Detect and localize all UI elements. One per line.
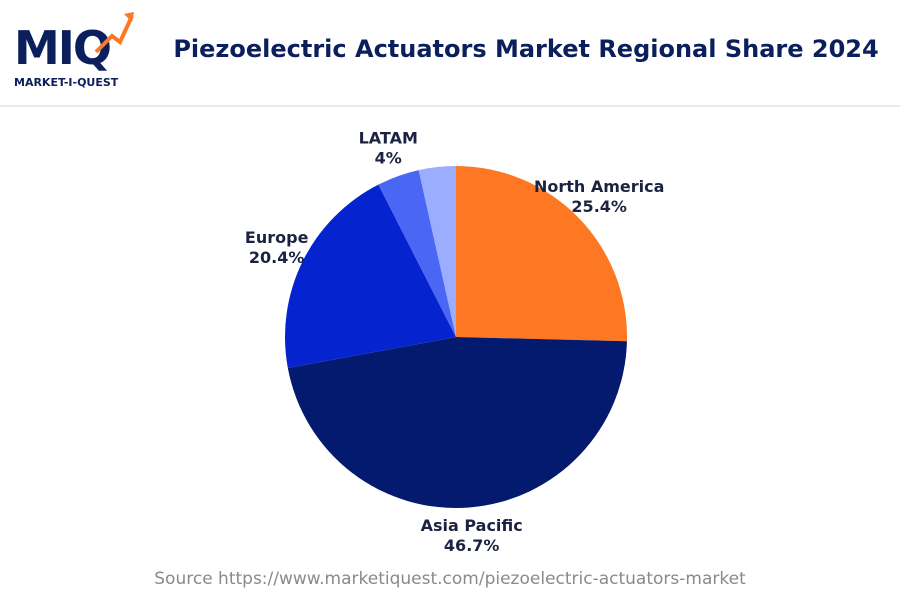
pie-slice xyxy=(378,170,456,337)
pie-slice xyxy=(284,184,456,368)
value-label: 46.7% xyxy=(444,536,500,555)
slice-label: Europe xyxy=(245,228,309,247)
source: Source https://www.marketiquest.com/piez… xyxy=(154,569,746,589)
slice-label: Asia Pacific xyxy=(421,516,523,535)
pie-slice xyxy=(418,166,456,337)
pie-slice xyxy=(456,166,627,342)
pie-slice xyxy=(287,337,627,508)
logo: MIQ xyxy=(14,21,110,75)
value-label: 20.4% xyxy=(249,248,305,267)
slice-label: LATAM xyxy=(359,128,418,147)
logo-tagline: MARKET-I-QUEST xyxy=(14,76,119,89)
value-label: 4% xyxy=(375,148,402,167)
chart-title: Piezoelectric Actuators Market Regional … xyxy=(173,35,878,63)
logo-arrow-head xyxy=(124,12,134,22)
value-label: 25.4% xyxy=(571,197,627,216)
slice-label: North America xyxy=(534,177,664,196)
logo-arrow xyxy=(94,15,134,54)
